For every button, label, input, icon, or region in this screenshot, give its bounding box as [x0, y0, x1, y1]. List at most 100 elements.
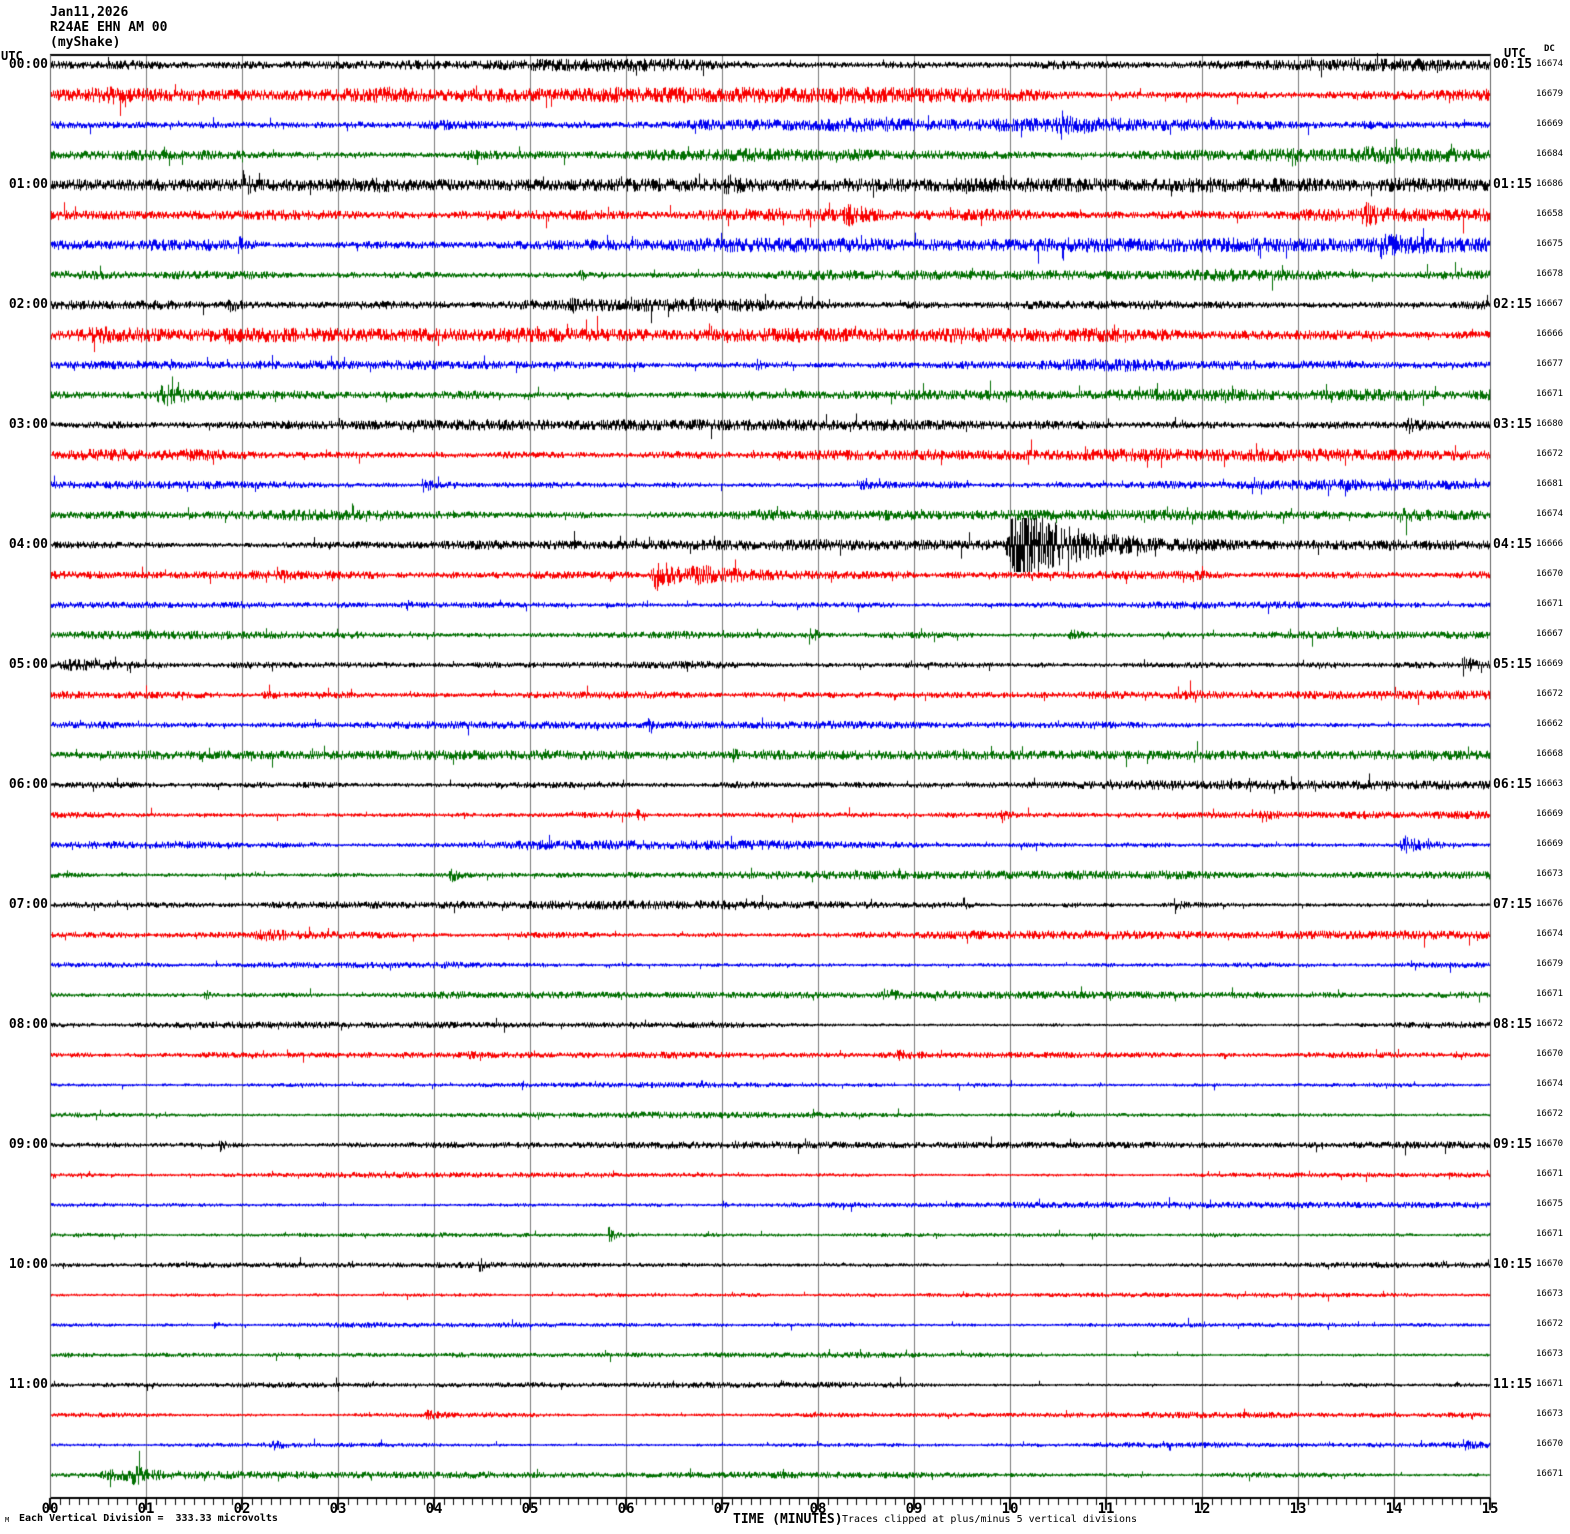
dc-value: 16671 — [1536, 389, 1564, 399]
dc-value: 16673 — [1536, 1349, 1564, 1359]
dc-value: 16679 — [1536, 959, 1564, 969]
dc-value: 16672 — [1536, 1019, 1564, 1029]
dc-value: 16669 — [1536, 809, 1564, 819]
dc-value: 16674 — [1536, 509, 1564, 519]
dc-value: 16669 — [1536, 119, 1564, 129]
dc-value: 16684 — [1536, 149, 1564, 159]
left-time-label: 06:00 — [8, 777, 48, 792]
dc-value: 16668 — [1536, 749, 1564, 759]
dc-value: 16671 — [1536, 1469, 1564, 1479]
right-time-label: 01:15 — [1493, 177, 1533, 192]
footer-corner-mark: M — [5, 1516, 10, 1524]
dc-value: 16658 — [1536, 209, 1564, 219]
x-tick-label: 00 — [41, 1501, 59, 1517]
x-tick-label: 11 — [1097, 1501, 1115, 1517]
right-time-label: 08:15 — [1493, 1017, 1533, 1032]
left-time-label: 05:00 — [8, 657, 48, 672]
dc-value: 16667 — [1536, 299, 1564, 309]
dc-value: 16670 — [1536, 1049, 1564, 1059]
dc-value: 16663 — [1536, 779, 1564, 789]
left-utc-header: UTC — [1, 49, 23, 63]
left-time-label: 04:00 — [8, 537, 48, 552]
dc-value: 16666 — [1536, 539, 1564, 549]
dc-value: 16675 — [1536, 239, 1564, 249]
dc-value: 16671 — [1536, 1169, 1564, 1179]
x-tick-label: 03 — [329, 1501, 347, 1517]
dc-column-header: DC — [1544, 44, 1555, 54]
right-time-label: 10:15 — [1493, 1257, 1533, 1272]
right-time-label: 05:15 — [1493, 657, 1533, 672]
x-tick-label: 02 — [233, 1501, 251, 1517]
footer-clip-note: Traces clipped at plus/minus 5 vertical … — [842, 1514, 1138, 1525]
dc-value: 16674 — [1536, 1079, 1564, 1089]
x-tick-label: 14 — [1385, 1501, 1403, 1517]
x-tick-label: 04 — [425, 1501, 443, 1517]
footer-scale-note: Each Vertical Division = 333.33 microvol… — [19, 1513, 278, 1524]
dc-value: 16666 — [1536, 329, 1564, 339]
dc-value: 16670 — [1536, 1139, 1564, 1149]
dc-value: 16662 — [1536, 719, 1564, 729]
right-time-label: 04:15 — [1493, 537, 1533, 552]
dc-value: 16670 — [1536, 1259, 1564, 1269]
x-tick-label: 09 — [905, 1501, 923, 1517]
dc-value: 16681 — [1536, 479, 1564, 489]
dc-value: 16674 — [1536, 929, 1564, 939]
x-tick-label: 07 — [713, 1501, 731, 1517]
x-tick-label: 01 — [137, 1501, 155, 1517]
left-time-label: 08:00 — [8, 1017, 48, 1032]
dc-value: 16672 — [1536, 1109, 1564, 1119]
x-axis-title: TIME (MINUTES) — [733, 1512, 843, 1527]
right-utc-header: UTC — [1504, 46, 1526, 60]
dc-value: 16667 — [1536, 629, 1564, 639]
dc-value: 16675 — [1536, 1199, 1564, 1209]
left-time-label: 11:00 — [8, 1377, 48, 1392]
x-tick-label: 06 — [617, 1501, 635, 1517]
right-time-label: 11:15 — [1493, 1377, 1533, 1392]
right-time-label: 03:15 — [1493, 417, 1533, 432]
dc-value: 16673 — [1536, 1289, 1564, 1299]
title-network: (myShake) — [50, 35, 121, 50]
dc-value: 16680 — [1536, 419, 1564, 429]
dc-value: 16672 — [1536, 449, 1564, 459]
left-time-label: 09:00 — [8, 1137, 48, 1152]
x-tick-label: 13 — [1289, 1501, 1307, 1517]
dc-value: 16672 — [1536, 689, 1564, 699]
dc-value: 16678 — [1536, 269, 1564, 279]
left-time-label: 02:00 — [8, 297, 48, 312]
left-time-label: 10:00 — [8, 1257, 48, 1272]
left-time-label: 07:00 — [8, 897, 48, 912]
x-tick-label: 12 — [1193, 1501, 1211, 1517]
x-tick-label: 08 — [809, 1501, 827, 1517]
right-time-label: 09:15 — [1493, 1137, 1533, 1152]
dc-value: 16670 — [1536, 1439, 1564, 1449]
right-time-label: 06:15 — [1493, 777, 1533, 792]
left-time-label: 01:00 — [8, 177, 48, 192]
dc-value: 16669 — [1536, 659, 1564, 669]
dc-value: 16672 — [1536, 1319, 1564, 1329]
title-station: R24AE EHN AM 00 — [50, 20, 168, 35]
dc-value: 16671 — [1536, 1379, 1564, 1389]
dc-value: 16677 — [1536, 359, 1564, 369]
x-tick-label: 15 — [1481, 1501, 1499, 1517]
dc-value: 16686 — [1536, 179, 1564, 189]
x-tick-label: 05 — [521, 1501, 539, 1517]
dc-value: 16676 — [1536, 899, 1564, 909]
right-time-label: 00:15 — [1493, 57, 1533, 72]
x-tick-label: 10 — [1001, 1501, 1019, 1517]
dc-value: 16671 — [1536, 989, 1564, 999]
dc-value: 16669 — [1536, 839, 1564, 849]
left-time-label: 03:00 — [8, 417, 48, 432]
dc-value: 16673 — [1536, 869, 1564, 879]
left-time-label: 00:00 — [8, 57, 48, 72]
dc-value: 16671 — [1536, 1229, 1564, 1239]
dc-value: 16679 — [1536, 89, 1564, 99]
right-time-label: 02:15 — [1493, 297, 1533, 312]
dc-value: 16674 — [1536, 59, 1564, 69]
dc-value: 16673 — [1536, 1409, 1564, 1419]
right-time-label: 07:15 — [1493, 897, 1533, 912]
dc-value: 16670 — [1536, 569, 1564, 579]
title-date: Jan11,2026 — [50, 5, 129, 20]
dc-value: 16671 — [1536, 599, 1564, 609]
